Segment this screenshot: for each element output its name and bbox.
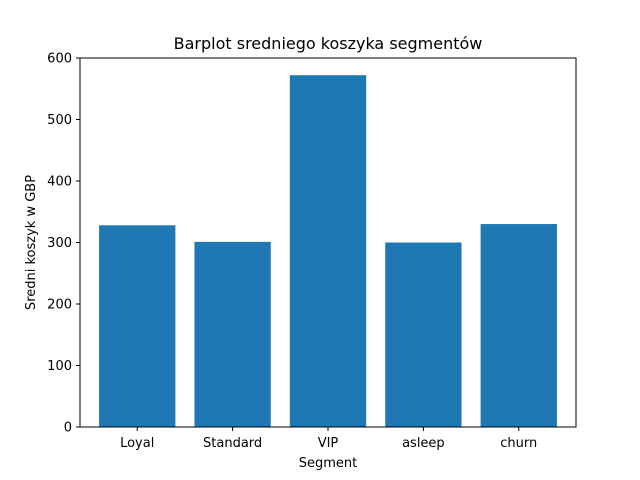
bar-vip — [289, 75, 367, 427]
bar-asleep — [385, 242, 462, 427]
y-tick-label: 600 — [47, 52, 72, 67]
bar-loyal — [99, 225, 176, 427]
x-tick-label: Loyal — [120, 436, 154, 451]
plot-frame — [79, 57, 577, 428]
x-tick-label: churn — [500, 436, 537, 451]
bar-standard — [194, 241, 271, 427]
x-tick-label: VIP — [318, 436, 339, 451]
y-tick-label: 200 — [47, 298, 72, 313]
y-axis: 0 100 200 300 400 500 600 — [47, 52, 80, 436]
y-tick-label: 100 — [47, 359, 72, 374]
x-tick-label: Standard — [203, 436, 262, 451]
x-axis-label: Segment — [299, 456, 358, 471]
y-tick-label: 300 — [47, 236, 72, 251]
y-tick-label: 400 — [47, 175, 72, 190]
y-tick-label: 500 — [47, 113, 72, 128]
x-tick-label: asleep — [402, 436, 445, 451]
y-tick-label: 0 — [64, 421, 72, 436]
bar-churn — [480, 224, 557, 427]
y-axis-label: Sredni koszyk w GBP — [24, 175, 39, 310]
x-axis: Loyal Standard VIP asleep churn — [120, 427, 537, 451]
bars-group — [99, 75, 557, 427]
chart-title: Barplot sredniego koszyka segmentów — [174, 34, 483, 53]
